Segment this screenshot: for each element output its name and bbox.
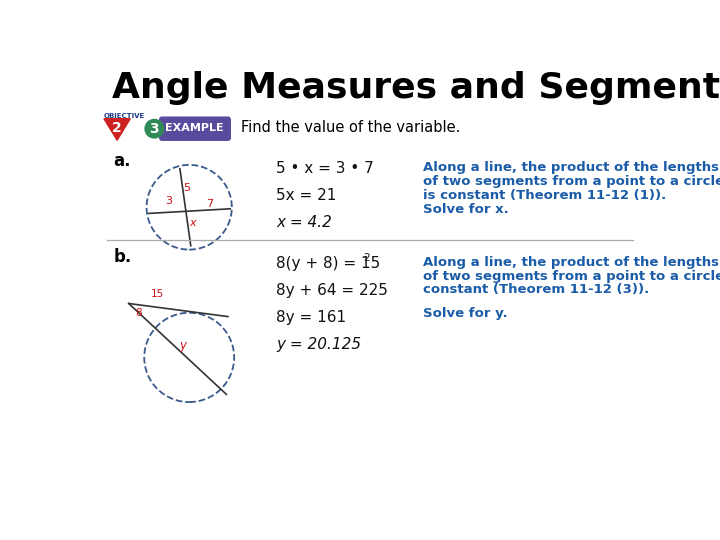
Text: 5 • x = 3 • 7: 5 • x = 3 • 7 xyxy=(276,161,374,176)
Text: a.: a. xyxy=(113,152,131,170)
Text: 8y = 161: 8y = 161 xyxy=(276,309,346,325)
Text: 15: 15 xyxy=(150,289,163,299)
Text: constant (Theorem 11-12 (3)).: constant (Theorem 11-12 (3)). xyxy=(423,284,649,296)
Text: 3: 3 xyxy=(150,122,159,136)
Text: y: y xyxy=(179,339,186,353)
Text: y = 20.125: y = 20.125 xyxy=(276,336,361,352)
Text: Along a line, the product of the lengths: Along a line, the product of the lengths xyxy=(423,161,719,174)
Text: of two segments from a point to a circle: of two segments from a point to a circle xyxy=(423,175,720,188)
Text: Solve for x.: Solve for x. xyxy=(423,204,509,217)
Polygon shape xyxy=(104,119,130,140)
Text: 2: 2 xyxy=(112,121,122,135)
Text: x: x xyxy=(190,218,197,228)
Text: Solve for y.: Solve for y. xyxy=(423,307,508,320)
Text: EXAMPLE: EXAMPLE xyxy=(166,123,224,133)
Text: 8y + 64 = 225: 8y + 64 = 225 xyxy=(276,283,388,298)
Text: is constant (Theorem 11-12 (1)).: is constant (Theorem 11-12 (1)). xyxy=(423,189,667,202)
Text: Along a line, the product of the lengths: Along a line, the product of the lengths xyxy=(423,256,719,269)
Text: OBJECTIVE: OBJECTIVE xyxy=(104,112,145,119)
Text: x = 4.2: x = 4.2 xyxy=(276,215,332,230)
Text: 5: 5 xyxy=(184,183,190,193)
Text: 5x = 21: 5x = 21 xyxy=(276,188,336,203)
Text: 8: 8 xyxy=(135,308,142,318)
Text: 8(y + 8) = 15: 8(y + 8) = 15 xyxy=(276,256,380,271)
Text: 3: 3 xyxy=(165,196,172,206)
Text: 2: 2 xyxy=(363,253,369,262)
Text: 7: 7 xyxy=(207,199,214,209)
Text: of two segments from a point to a circle is: of two segments from a point to a circle… xyxy=(423,269,720,282)
Circle shape xyxy=(145,119,163,138)
Text: Angle Measures and Segment Lines: Angle Measures and Segment Lines xyxy=(112,71,720,105)
FancyBboxPatch shape xyxy=(160,117,230,140)
Text: b.: b. xyxy=(113,248,132,266)
Text: Find the value of the variable.: Find the value of the variable. xyxy=(241,120,461,136)
